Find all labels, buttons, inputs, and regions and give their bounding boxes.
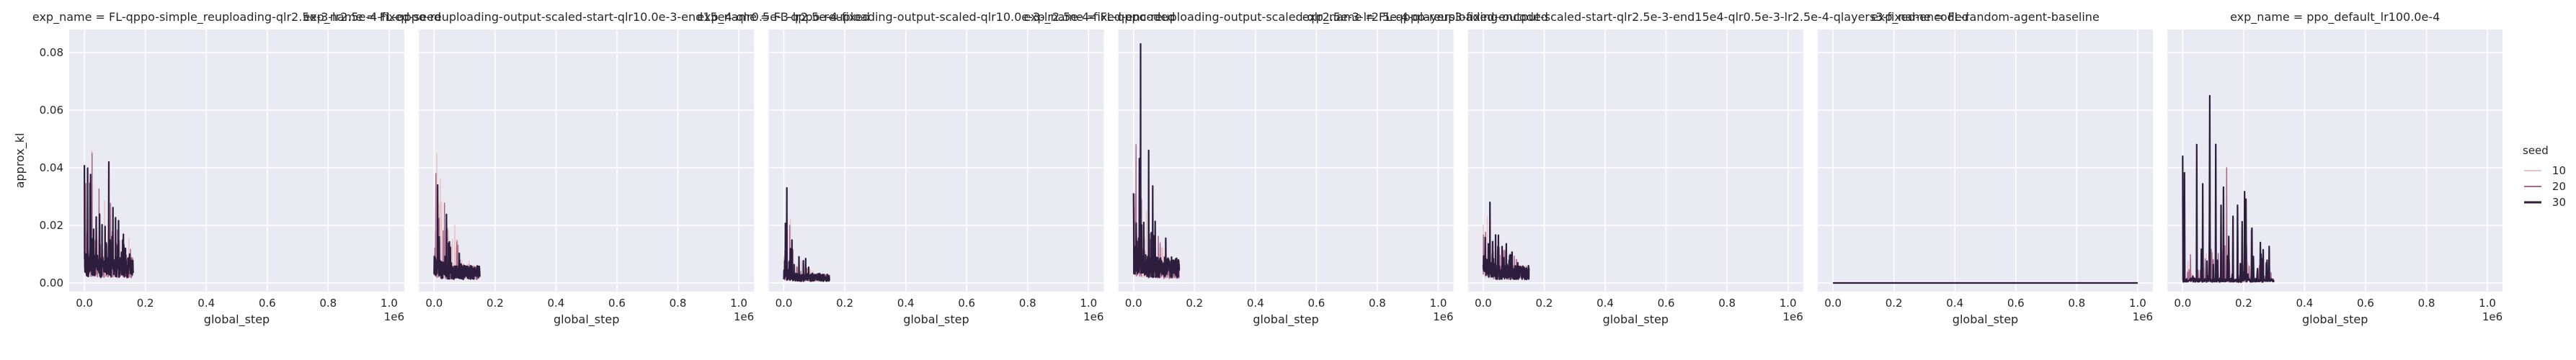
x-tick-label: 0.0 — [1125, 297, 1142, 310]
plot-area — [419, 30, 755, 292]
x-tick-label: 1.0 — [730, 297, 747, 310]
x-tick-label: 0.0 — [776, 297, 793, 310]
series-line-30 — [783, 186, 830, 282]
panel-title: exp_name = FL-qppo-reuploading-output-sc… — [1302, 10, 1969, 24]
panel-4: 0.0 0.2 0.4 0.6 0.8 1.0 exp_name = FL-qppo-reu… — [1023, 10, 1548, 327]
x-tick-label: 0.4 — [897, 297, 915, 310]
x-tick-label: 1.0 — [1780, 297, 1797, 310]
panel-2: 0.0 0.2 0.4 0.6 0.8 1.0 exp_name = FL-qppo-reu… — [303, 10, 870, 327]
panels-group: 0.0 0.2 0.4 0.6 0.8 1.0 0.00 0.02 0.04 0.06 0.08 ex… — [13, 10, 2503, 327]
panel-1: 0.0 0.2 0.4 0.6 0.8 1.0 0.00 0.02 0.04 0.06 0.08 ex… — [32, 10, 441, 327]
y-tick-label: 0.08 — [40, 46, 63, 59]
x-tick-label: 0.8 — [1369, 297, 1386, 310]
x-tick-label: 0.2 — [1886, 297, 1903, 310]
x-tick-label: 0.2 — [487, 297, 504, 310]
x-tick-label: 0.4 — [1247, 297, 1264, 310]
x-tick-label: 0.2 — [1186, 297, 1203, 310]
y-tick-label: 0.02 — [40, 219, 63, 232]
x-offset-label: 1e6 — [734, 310, 754, 323]
plot-area — [1818, 30, 2153, 292]
x-tick-label: 0.2 — [137, 297, 154, 310]
x-axis-label: global_step — [554, 312, 619, 327]
x-tick-label: 0.4 — [197, 297, 215, 310]
legend-label: 20 — [2552, 180, 2566, 193]
panel-title: exp_name = FL-qppo-reuploading-output-sc… — [303, 10, 870, 24]
legend-label: 30 — [2552, 196, 2566, 209]
x-tick-label: 0.6 — [1307, 297, 1325, 310]
panel-6: 0.0 0.2 0.4 0.6 0.8 1.0 exp_name = FL-random-a… — [1818, 10, 2153, 327]
legend-label: 10 — [2552, 164, 2566, 177]
x-tick-label: 1.0 — [2479, 297, 2496, 310]
x-axis-label: global_step — [204, 312, 270, 327]
x-tick-label: 0.0 — [1824, 297, 1842, 310]
x-tick-label: 0.6 — [958, 297, 975, 310]
panel-5: 0.0 0.2 0.4 0.6 0.8 1.0 exp_name = FL-qppo-reu… — [1302, 10, 1969, 327]
x-tick-label: 0.8 — [2418, 297, 2435, 310]
panel-title: exp_name = FL-qppo-reuploading-output-sc… — [697, 10, 1175, 24]
plot-area — [2167, 30, 2503, 292]
panel-7: 0.0 0.2 0.4 0.6 0.8 1.0 exp_name = ppo_default… — [2167, 10, 2503, 327]
x-offset-label: 1e6 — [1083, 310, 1103, 323]
x-offset-label: 1e6 — [1433, 310, 1453, 323]
y-axis-label: approx_kl — [13, 133, 27, 189]
x-tick-label: 1.0 — [1080, 297, 1097, 310]
x-offset-label: 1e6 — [2482, 310, 2502, 323]
series-line-30 — [1482, 201, 1530, 281]
x-tick-label: 0.6 — [1658, 297, 1675, 310]
x-offset-label: 1e6 — [1782, 310, 1803, 323]
x-tick-label: 0.8 — [2068, 297, 2085, 310]
x-tick-label: 0.6 — [259, 297, 276, 310]
legend-entries: 10 20 30 — [2524, 164, 2566, 209]
series-line-30 — [1132, 42, 1181, 279]
x-tick-label: 0.4 — [1596, 297, 1614, 310]
x-tick-label: 1.0 — [1430, 297, 1447, 310]
panel-title: exp_name = FL-qppo-simple_reuploading-ql… — [32, 10, 441, 24]
x-tick-label: 1.0 — [2129, 297, 2146, 310]
x-offset-label: 1e6 — [384, 310, 404, 323]
x-tick-label: 0.6 — [2357, 297, 2374, 310]
series-line-30 — [433, 184, 481, 281]
x-tick-label: 0.2 — [1536, 297, 1553, 310]
x-tick-label: 0.0 — [76, 297, 93, 310]
panel-title: exp_name = ppo_default_lr100.0e-4 — [2230, 10, 2440, 24]
x-tick-label: 0.0 — [1475, 297, 1492, 310]
x-axis-label: global_step — [1953, 312, 2018, 327]
x-axis-label: global_step — [1603, 312, 1669, 327]
plot-area — [768, 30, 1104, 292]
x-tick-label: 0.2 — [2235, 297, 2252, 310]
y-tick-label: 0.06 — [40, 104, 63, 117]
legend-title: seed — [2523, 144, 2549, 157]
x-offset-label: 1e6 — [2133, 310, 2153, 323]
x-tick-label: 1.0 — [381, 297, 398, 310]
x-tick-label: 0.4 — [1946, 297, 1963, 310]
series-line-30 — [2182, 94, 2275, 283]
x-tick-label: 0.0 — [2174, 297, 2191, 310]
x-axis-label: global_step — [903, 312, 969, 327]
x-tick-label: 0.6 — [608, 297, 626, 310]
x-tick-label: 0.2 — [836, 297, 853, 310]
x-tick-label: 0.0 — [425, 297, 443, 310]
plot-area — [1467, 30, 1803, 292]
x-axis-label: global_step — [2302, 312, 2368, 327]
x-tick-label: 0.4 — [547, 297, 564, 310]
x-tick-label: 0.8 — [1019, 297, 1036, 310]
y-tick-label: 0.04 — [40, 161, 63, 174]
legend: seed 10 20 30 — [2523, 144, 2566, 209]
x-tick-label: 0.8 — [670, 297, 687, 310]
panel-3: 0.0 0.2 0.4 0.6 0.8 1.0 exp_name = FL-qppo-reu… — [697, 10, 1175, 327]
plot-area — [1118, 30, 1454, 292]
panel-title: exp_name = FL-qppo-reuploading-output-sc… — [1023, 10, 1548, 24]
x-axis-label: global_step — [1253, 312, 1318, 327]
series-line-30 — [84, 161, 134, 279]
x-tick-label: 0.8 — [319, 297, 337, 310]
x-tick-label: 0.8 — [1718, 297, 1736, 310]
y-tick-label: 0.00 — [40, 276, 63, 289]
x-tick-label: 0.6 — [2007, 297, 2025, 310]
panel-title: exp_name = FL-random-agent-baseline — [1871, 10, 2100, 24]
x-tick-label: 0.4 — [2296, 297, 2313, 310]
